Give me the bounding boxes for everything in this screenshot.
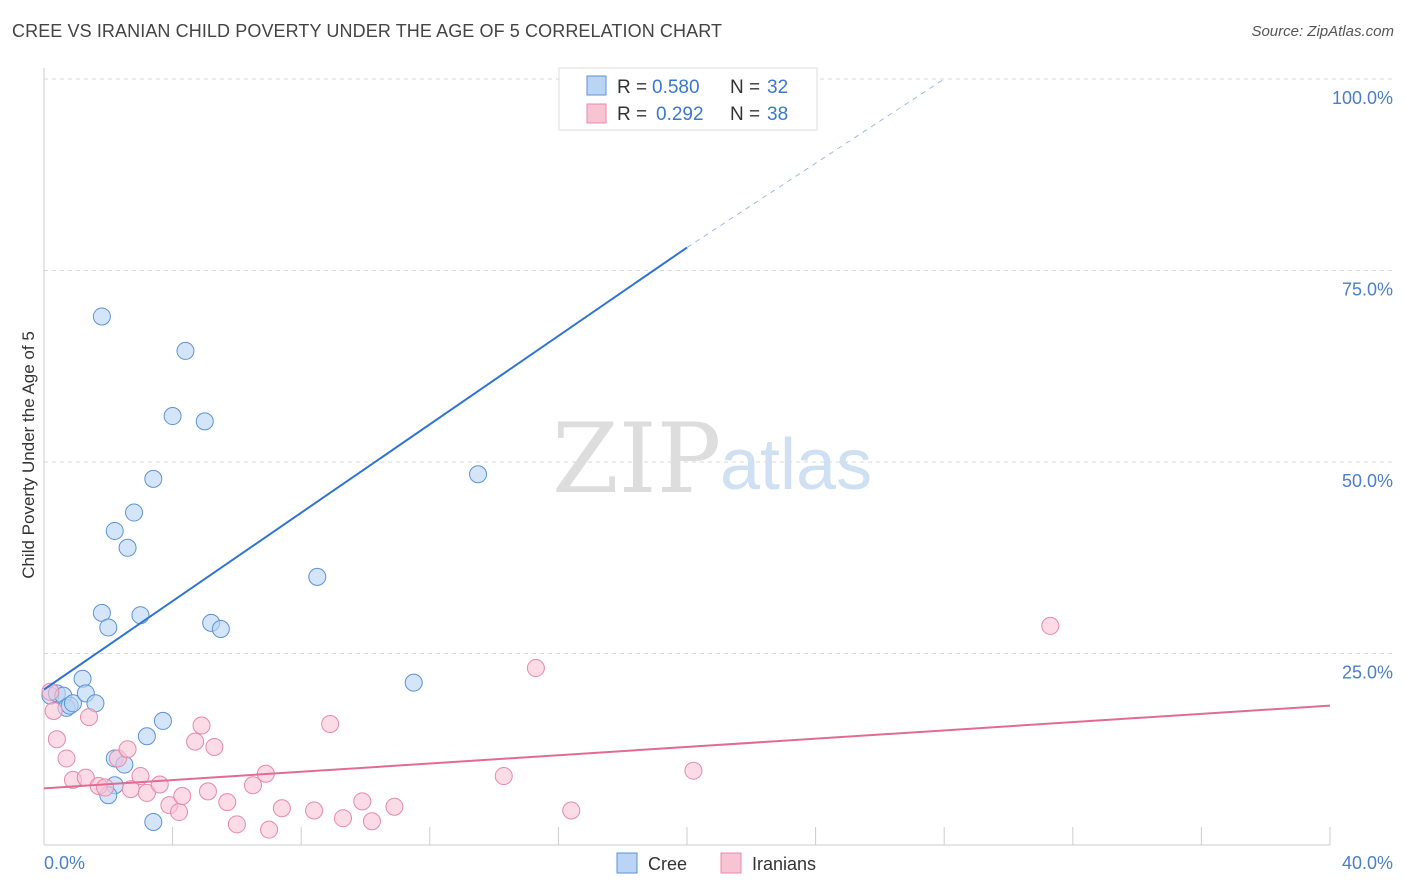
x-tick-label-max: 40.0% bbox=[1342, 853, 1393, 873]
point-cree-27 bbox=[153, 711, 172, 730]
legend-n-value-cree: 32 bbox=[767, 77, 788, 98]
legend-n-label-iranians: N = bbox=[730, 104, 760, 125]
y-tick-label-100: 100.0% bbox=[1332, 88, 1393, 108]
point-iranians-12 bbox=[131, 767, 150, 786]
point-cree-17 bbox=[125, 503, 144, 522]
axes bbox=[43, 68, 1331, 846]
watermark-atlas: atlas bbox=[720, 425, 872, 505]
y-tick-label-75: 75.0% bbox=[1342, 280, 1393, 300]
point-iranians-29 bbox=[321, 714, 340, 733]
trend-lines bbox=[43, 78, 1331, 790]
point-cree-13 bbox=[176, 341, 195, 360]
point-cree-12 bbox=[92, 307, 111, 326]
point-iranians-32 bbox=[362, 812, 381, 831]
trend-line-cree bbox=[43, 246, 688, 691]
point-iranians-16 bbox=[170, 803, 189, 822]
y-tick-label-50: 50.0% bbox=[1342, 471, 1393, 491]
gridlines bbox=[44, 78, 1396, 654]
point-iranians-14 bbox=[150, 775, 169, 794]
point-iranians-36 bbox=[562, 801, 581, 820]
series-legend-label-cree: Cree bbox=[648, 854, 687, 874]
point-iranians-2 bbox=[47, 730, 66, 749]
point-iranians-30 bbox=[333, 809, 352, 828]
point-cree-16 bbox=[144, 469, 163, 488]
trend-line-cree-extension bbox=[686, 78, 945, 248]
chart-title: CREE VS IRANIAN CHILD POVERTY UNDER THE … bbox=[12, 21, 723, 41]
point-iranians-38 bbox=[1041, 616, 1060, 635]
y-axis-label: Child Poverty Under the Age of 5 bbox=[19, 331, 38, 579]
axis-labels: 25.0% 50.0% 75.0% 100.0% 0.0% 40.0% bbox=[44, 88, 1393, 873]
y-tick-label-25: 25.0% bbox=[1342, 663, 1393, 683]
point-iranians-34 bbox=[494, 767, 513, 786]
point-cree-15 bbox=[195, 412, 214, 431]
legend-n-label-cree: N = bbox=[730, 77, 760, 98]
point-cree-19 bbox=[131, 606, 150, 625]
correlation-legend: R = 0.580 N = 32 R = 0.292 N = 38 bbox=[558, 67, 818, 131]
point-iranians-21 bbox=[205, 737, 224, 756]
legend-r-value-iranians: 0.292 bbox=[656, 104, 704, 125]
point-iranians-35 bbox=[526, 659, 545, 678]
point-cree-18 bbox=[118, 538, 137, 557]
point-iranians-23 bbox=[227, 815, 246, 834]
point-iranians-31 bbox=[353, 792, 372, 811]
point-iranians-18 bbox=[186, 732, 205, 751]
point-iranians-24 bbox=[243, 776, 262, 795]
point-iranians-10 bbox=[118, 740, 137, 759]
point-iranians-22 bbox=[218, 793, 237, 812]
point-iranians-28 bbox=[305, 801, 324, 820]
point-iranians-20 bbox=[198, 782, 217, 801]
data-points bbox=[41, 307, 1060, 839]
point-iranians-17 bbox=[173, 786, 192, 805]
point-iranians-3 bbox=[57, 749, 76, 768]
series-legend-swatch-cree bbox=[616, 852, 638, 874]
point-iranians-33 bbox=[385, 797, 404, 816]
series-legend-label-iranians: Iranians bbox=[752, 854, 816, 874]
point-cree-28 bbox=[144, 813, 163, 832]
point-iranians-8 bbox=[96, 778, 115, 797]
point-cree-5 bbox=[63, 694, 82, 713]
chart-source: Source: ZipAtlas.com bbox=[1251, 23, 1394, 40]
x-tick-label-min: 0.0% bbox=[44, 853, 85, 873]
legend-n-value-iranians: 38 bbox=[767, 104, 788, 125]
point-iranians-37 bbox=[684, 761, 703, 780]
point-iranians-13 bbox=[137, 783, 156, 802]
point-cree-21 bbox=[211, 619, 230, 638]
point-cree-6 bbox=[73, 669, 92, 688]
point-iranians-19 bbox=[192, 716, 211, 735]
series-legend: Cree Iranians bbox=[616, 852, 816, 874]
point-iranians-1 bbox=[44, 701, 63, 720]
legend-swatch-cree bbox=[586, 75, 607, 96]
watermark: ZIP atlas bbox=[552, 403, 872, 515]
legend-r-label-iranians: R = bbox=[617, 104, 647, 125]
point-cree-26 bbox=[137, 727, 156, 746]
point-iranians-26 bbox=[260, 820, 279, 839]
point-cree-10 bbox=[99, 618, 118, 637]
legend-r-label-cree: R = bbox=[617, 77, 647, 98]
watermark-zip: ZIP bbox=[552, 403, 721, 515]
legend-r-value-cree: 0.580 bbox=[652, 77, 700, 98]
legend-swatch-iranians bbox=[586, 103, 607, 124]
point-cree-31 bbox=[469, 465, 488, 484]
point-iranians-6 bbox=[80, 708, 99, 727]
point-iranians-27 bbox=[272, 799, 291, 818]
point-cree-14 bbox=[163, 407, 182, 426]
trend-line-iranians bbox=[43, 704, 1331, 790]
point-cree-29 bbox=[308, 567, 327, 586]
point-cree-30 bbox=[404, 673, 423, 692]
point-cree-11 bbox=[105, 521, 124, 540]
series-legend-swatch-iranians bbox=[720, 852, 742, 874]
